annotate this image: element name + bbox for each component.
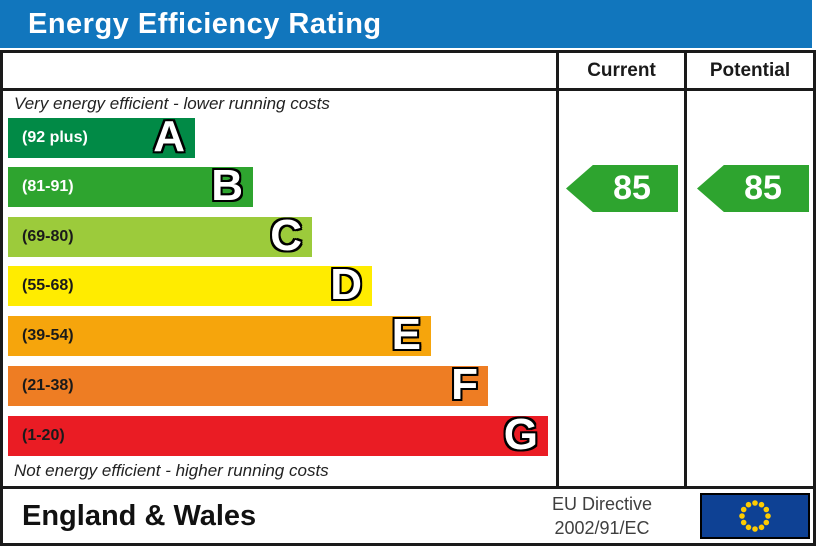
band-range-c: (69-80) (22, 228, 74, 245)
band-row-d: (55-68) D (8, 260, 372, 310)
band-range-b: (81-91) (22, 178, 74, 195)
band-row-c: (69-80) C (8, 211, 312, 261)
table-border-top (0, 50, 816, 53)
eu-directive-line2: 2002/91/EC (554, 518, 650, 538)
current-rating-arrow: 85 (566, 165, 678, 212)
band-letter-d: D (330, 260, 362, 310)
eu-flag-svg (702, 495, 808, 537)
band-letter-g: G (503, 410, 538, 460)
table-border-bottom (0, 543, 816, 546)
caption-bottom: Not energy efficient - higher running co… (14, 461, 329, 480)
band-letter-a: A (153, 112, 185, 162)
column-header-potential: Potential (709, 59, 791, 81)
band-range-a: (92 plus) (22, 129, 88, 146)
page-title: Energy Efficiency Rating (28, 7, 382, 40)
caption-top: Very energy efficient - lower running co… (14, 94, 330, 113)
band-range-g: (1-20) (22, 427, 65, 444)
band-row-f: (21-38) F (8, 360, 488, 410)
band-letter-e: E (391, 310, 421, 360)
band-row-g: (1-20) G (8, 410, 548, 460)
band-row-e: (39-54) E (8, 310, 431, 360)
potential-rating-arrow: 85 (697, 165, 809, 212)
table-border-left (0, 50, 3, 546)
column-header-current: Current (587, 59, 656, 81)
band-range-d: (55-68) (22, 277, 74, 294)
footer-divider (0, 486, 816, 489)
title-bar: Energy Efficiency Rating (0, 0, 812, 48)
band-letter-f: F (451, 360, 478, 410)
band-letter-c: C (270, 211, 302, 261)
band-range-f: (21-38) (22, 377, 74, 394)
band-range-e: (39-54) (22, 327, 74, 344)
potential-rating-value: 85 (744, 169, 782, 207)
eu-directive-line1: EU Directive (551, 494, 653, 514)
band-row-a: (92 plus) A (8, 112, 195, 162)
band-letter-b: B (211, 161, 243, 211)
potential-column-divider (684, 50, 687, 489)
current-column-divider (556, 50, 559, 489)
eu-directive-label: EU Directive 2002/91/EC (512, 492, 692, 540)
eu-flag-icon (700, 493, 810, 539)
band-row-b: (81-91) B (8, 161, 253, 211)
table-border-right (813, 50, 816, 546)
header-divider (0, 88, 816, 91)
current-rating-value: 85 (613, 169, 651, 207)
region-label: England & Wales (22, 499, 257, 532)
